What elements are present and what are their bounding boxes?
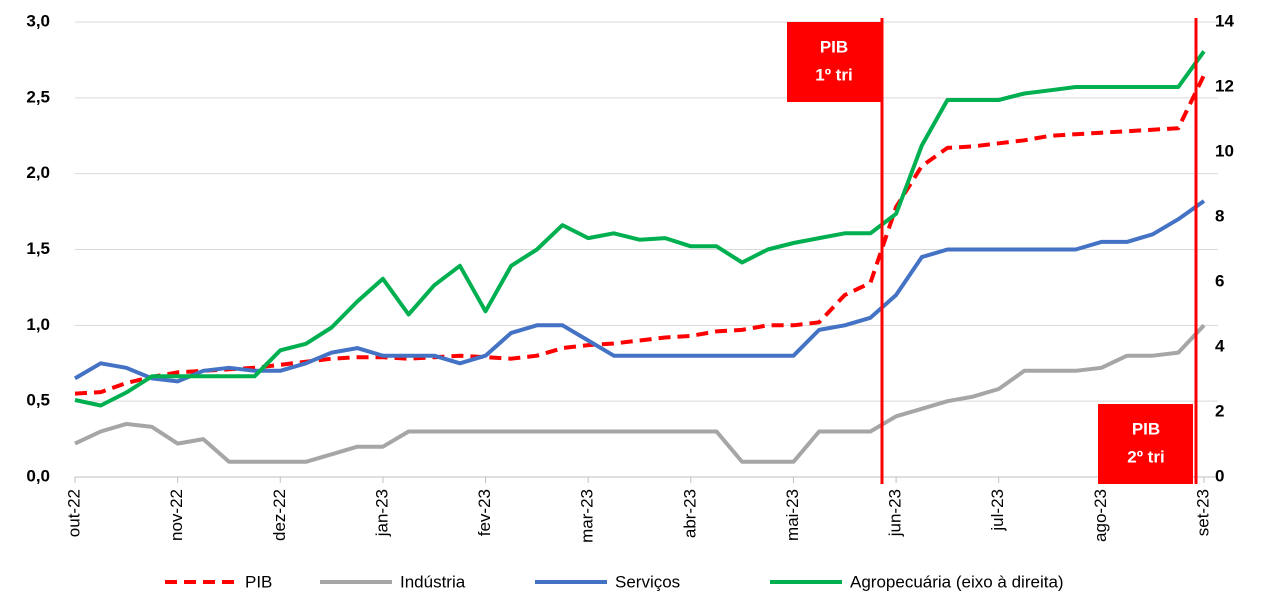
x-tick-label: mar-23 xyxy=(578,489,597,543)
series-line xyxy=(74,323,1206,464)
annotation: PIB xyxy=(820,37,848,56)
legend-label: PIB xyxy=(245,572,272,591)
y2-tick-label: 0 xyxy=(1215,466,1224,485)
y-tick-label: 3,0 xyxy=(26,11,50,30)
y2-tick-label: 14 xyxy=(1215,11,1234,30)
x-tick-label: dez-22 xyxy=(270,489,289,541)
legend-label: Serviços xyxy=(615,572,680,591)
series-line xyxy=(74,74,1206,396)
annotation: 2º tri xyxy=(1127,447,1164,466)
legend-label: Agropecuária (eixo à direita) xyxy=(850,572,1064,591)
y-tick-label: 2,5 xyxy=(26,87,50,106)
y2-tick-label: 10 xyxy=(1215,141,1234,160)
series-line xyxy=(73,199,1206,384)
y2-tick-label: 2 xyxy=(1215,401,1224,420)
x-tick-label: jun-23 xyxy=(886,489,905,537)
y2-tick-label: 8 xyxy=(1215,206,1224,225)
annotation: PIB xyxy=(1132,419,1160,438)
y2-tick-label: 6 xyxy=(1215,271,1224,290)
y-tick-label: 0,5 xyxy=(26,391,50,410)
x-tick-label: abr-23 xyxy=(680,489,699,538)
series-line xyxy=(74,50,1206,408)
y2-tick-label: 4 xyxy=(1215,336,1225,355)
y-tick-label: 1,0 xyxy=(26,315,50,334)
annotation: 1º tri xyxy=(815,65,852,84)
x-tick-label: ago-23 xyxy=(1091,489,1110,542)
x-tick-label: set-23 xyxy=(1193,489,1212,536)
y-tick-label: 2,0 xyxy=(26,163,50,182)
x-tick-label: fev-23 xyxy=(475,489,494,536)
x-tick-label: nov-22 xyxy=(167,489,186,541)
annotation-box xyxy=(1098,404,1193,484)
x-tick-label: out-22 xyxy=(64,489,83,537)
x-tick-label: jul-23 xyxy=(988,489,1007,532)
y-tick-label: 0,0 xyxy=(26,466,50,485)
x-tick-label: jan-23 xyxy=(372,489,391,537)
legend-label: Indústria xyxy=(400,572,466,591)
x-tick-label: mai-23 xyxy=(783,489,802,541)
y-tick-label: 1,5 xyxy=(26,239,50,258)
y2-tick-label: 12 xyxy=(1215,76,1234,95)
annotation-box xyxy=(787,22,882,102)
